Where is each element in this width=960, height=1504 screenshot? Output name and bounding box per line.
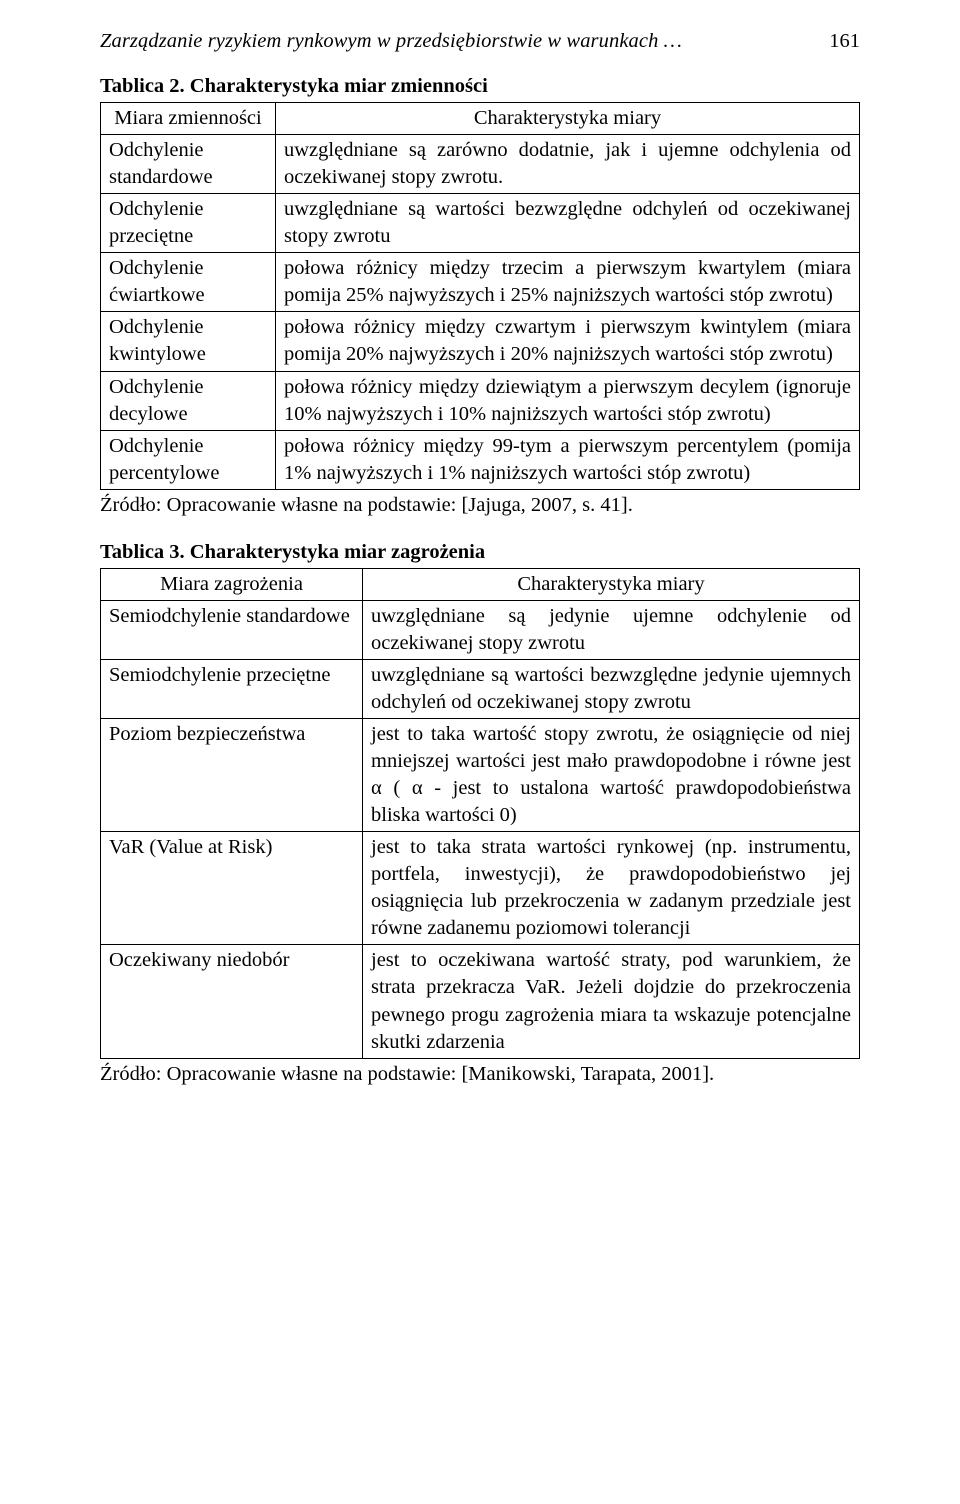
table-row: Odchylenie kwintylowe połowa różnicy mię… xyxy=(101,312,860,371)
table2-r4-c2: połowa różnicy między dziewiątym a pierw… xyxy=(276,371,860,430)
table3: Miara zagrożenia Charakterystyka miary S… xyxy=(100,568,860,1059)
table3-source: Źródło: Opracowanie własne na podstawie:… xyxy=(100,1061,860,1088)
table3-col2-header: Charakterystyka miary xyxy=(363,568,860,600)
table2-r2-c1: Odchylenie ćwiartkowe xyxy=(101,253,276,312)
table-row: Odchylenie przeciętne uwzględniane są wa… xyxy=(101,194,860,253)
page-number: 161 xyxy=(829,28,860,55)
table3-r3-c2: jest to taka strata wartości rynkowej (n… xyxy=(363,832,860,945)
table-row: Odchylenie percentylowe połowa różnicy m… xyxy=(101,430,860,489)
table2-r2-c2: połowa różnicy między trzecim a pierwszy… xyxy=(276,253,860,312)
table2-r5-c1: Odchylenie percentylowe xyxy=(101,430,276,489)
document-page: Zarządzanie ryzykiem rynkowym w przedsię… xyxy=(0,0,960,1148)
table2-r4-c1: Odchylenie decylowe xyxy=(101,371,276,430)
table3-r1-c2: uwzględniane są wartości bezwzględne jed… xyxy=(363,659,860,718)
table3-r4-c2: jest to oczekiwana wartość straty, pod w… xyxy=(363,945,860,1058)
table3-r2-c1: Poziom bezpieczeństwa xyxy=(101,719,363,832)
table3-caption: Tablica 3. Charakterystyka miar zagrożen… xyxy=(100,539,860,566)
table2-r5-c2: połowa różnicy między 99-tym a pierwszym… xyxy=(276,430,860,489)
running-title: Zarządzanie ryzykiem rynkowym w przedsię… xyxy=(100,28,682,55)
table3-r4-c1: Oczekiwany niedobór xyxy=(101,945,363,1058)
table-row: Odchylenie standardowe uwzględniane są z… xyxy=(101,135,860,194)
table-row: Semiodchylenie standardowe uwzględniane … xyxy=(101,600,860,659)
table-row: Semiodchylenie przeciętne uwzględniane s… xyxy=(101,659,860,718)
table3-r0-c1: Semiodchylenie standardowe xyxy=(101,600,363,659)
running-head: Zarządzanie ryzykiem rynkowym w przedsię… xyxy=(100,28,860,55)
table-row: VaR (Value at Risk) jest to taka strata … xyxy=(101,832,860,945)
table2-caption: Tablica 2. Charakterystyka miar zmiennoś… xyxy=(100,73,860,100)
table2-r3-c1: Odchylenie kwintylowe xyxy=(101,312,276,371)
table3-r2-c2: jest to taka wartość stopy zwrotu, że os… xyxy=(363,719,860,832)
table-row: Oczekiwany niedobór jest to oczekiwana w… xyxy=(101,945,860,1058)
table-header-row: Miara zagrożenia Charakterystyka miary xyxy=(101,568,860,600)
table2-col1-header: Miara zmienności xyxy=(101,103,276,135)
table-row: Odchylenie ćwiartkowe połowa różnicy mię… xyxy=(101,253,860,312)
table2-r3-c2: połowa różnicy między czwartym i pierwsz… xyxy=(276,312,860,371)
table2-r1-c1: Odchylenie przeciętne xyxy=(101,194,276,253)
table3-r0-c2: uwzględniane są jedynie ujemne odchyleni… xyxy=(363,600,860,659)
table2: Miara zmienności Charakterystyka miary O… xyxy=(100,102,860,490)
table3-r3-c1: VaR (Value at Risk) xyxy=(101,832,363,945)
table2-r0-c2: uwzględniane są zarówno dodatnie, jak i … xyxy=(276,135,860,194)
table-row: Odchylenie decylowe połowa różnicy międz… xyxy=(101,371,860,430)
table3-r1-c1: Semiodchylenie przeciętne xyxy=(101,659,363,718)
table3-col1-header: Miara zagrożenia xyxy=(101,568,363,600)
table-header-row: Miara zmienności Charakterystyka miary xyxy=(101,103,860,135)
table2-r0-c1: Odchylenie standardowe xyxy=(101,135,276,194)
table2-r1-c2: uwzględniane są wartości bezwzględne odc… xyxy=(276,194,860,253)
table2-col2-header: Charakterystyka miary xyxy=(276,103,860,135)
table-row: Poziom bezpieczeństwa jest to taka warto… xyxy=(101,719,860,832)
table2-source: Źródło: Opracowanie własne na podstawie:… xyxy=(100,492,860,519)
